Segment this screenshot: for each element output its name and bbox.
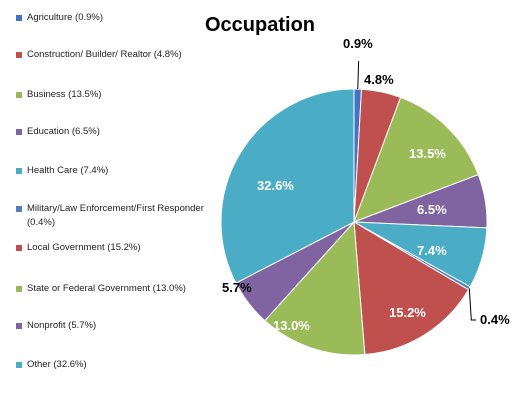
legend-label: Health Care (7.4%) xyxy=(27,165,109,176)
data-label: 6.5% xyxy=(417,202,447,217)
data-label: 0.9% xyxy=(343,36,373,51)
legend-swatch xyxy=(16,245,22,251)
pie-slice xyxy=(220,88,355,284)
leader-line xyxy=(357,61,360,90)
legend-label: Local Government (15.2%) xyxy=(27,242,141,253)
legend-label: Construction/ Builder/ Realtor (4.8%) xyxy=(27,49,182,60)
legend-swatch xyxy=(16,286,22,292)
chart-title: Occupation xyxy=(205,14,316,36)
data-label: 13.5% xyxy=(409,146,446,161)
legend-swatch xyxy=(16,168,22,174)
chart-legend: Agriculture (0.9%) Construction/ Builder/… xyxy=(0,0,210,402)
legend-swatch xyxy=(16,52,22,58)
legend-label: State or Federal Government (13.0%) xyxy=(27,283,186,294)
legend-swatch xyxy=(16,92,22,98)
data-label: 5.7% xyxy=(222,280,252,295)
data-label: 32.6% xyxy=(257,178,294,193)
legend-label: Military/Law Enforcement/First Responder… xyxy=(27,203,204,228)
data-label: 0.4% xyxy=(480,312,510,327)
legend-swatch xyxy=(16,129,22,135)
legend-label: Other (32.6%) xyxy=(27,359,87,370)
legend-swatch xyxy=(16,362,22,368)
data-label: 13.0% xyxy=(273,318,310,333)
pie-slice xyxy=(353,221,470,356)
data-label: 7.4% xyxy=(417,243,447,258)
legend-label: Education (6.5%) xyxy=(27,126,100,137)
legend-swatch xyxy=(16,323,22,329)
legend-label: Business (13.5%) xyxy=(27,89,102,100)
data-label: 15.2% xyxy=(389,305,426,320)
legend-label: Nonprofit (5.7%) xyxy=(27,320,97,331)
data-label: 4.8% xyxy=(364,72,394,87)
legend-swatch xyxy=(16,15,22,21)
pie-slice xyxy=(264,220,366,356)
legend-swatch xyxy=(16,206,22,212)
leader-line xyxy=(468,288,476,321)
legend-label: Agriculture (0.9%) xyxy=(27,12,104,23)
pie-slice xyxy=(353,96,479,223)
